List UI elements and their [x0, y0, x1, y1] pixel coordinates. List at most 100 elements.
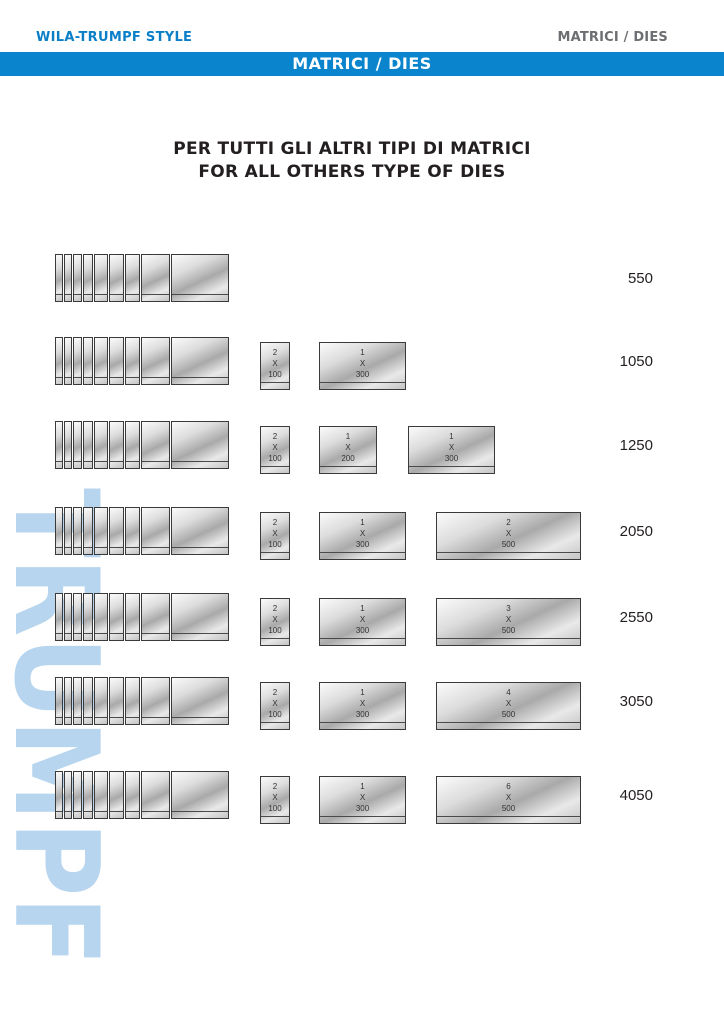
segmented-die-section — [125, 337, 140, 385]
band-title: MATRICI / DIES — [292, 54, 432, 73]
die-quantity: 2 — [272, 518, 278, 527]
set-total-length: 1050 — [619, 353, 653, 370]
die-quantity: 1 — [449, 432, 454, 441]
set-total-length: 2050 — [619, 523, 653, 540]
segmented-die-section — [171, 507, 229, 555]
die-length-mm: 300 — [444, 454, 459, 463]
segmented-die-section — [141, 507, 170, 555]
die-section: 2 X 100 — [260, 682, 290, 730]
segmented-die-section — [73, 337, 82, 385]
die-quantity: 1 — [360, 782, 365, 791]
die-times-sign: X — [345, 443, 351, 452]
segmented-die-section — [171, 421, 229, 469]
die-section-label: 1 X 300 — [320, 687, 405, 720]
die-section-label: 2 X 100 — [261, 781, 289, 814]
die-quantity: 1 — [345, 432, 351, 441]
die-section-label: 2 X 100 — [261, 347, 289, 380]
heading-italian: PER TUTTI GLI ALTRI TIPI DI MATRICI — [173, 139, 531, 159]
header-brand-label: WILA-TRUMPF STYLE — [36, 30, 193, 45]
segmented-die-section — [109, 771, 124, 819]
die-quantity: 2 — [272, 432, 278, 441]
die-length-mm: 300 — [355, 626, 370, 635]
die-section-label: 1 X 300 — [320, 517, 405, 550]
die-section-label: 2 X 100 — [261, 687, 289, 720]
segmented-die-section — [171, 771, 229, 819]
die-length-mm: 300 — [355, 540, 370, 549]
die-quantity: 1 — [360, 604, 365, 613]
die-section-label: 2 X 500 — [437, 517, 580, 550]
die-quantity: 2 — [506, 518, 511, 527]
die-section: 2 X 100 — [260, 598, 290, 646]
die-length-mm: 100 — [268, 710, 282, 719]
segmented-die-section — [109, 254, 124, 302]
die-section: 3 X 500 — [436, 598, 581, 646]
die-length-mm: 100 — [268, 626, 282, 635]
die-section-label: 1 X 300 — [320, 781, 405, 814]
die-section: 2 X 500 — [436, 512, 581, 560]
segmented-die-section — [64, 421, 72, 469]
set-total-length: 4050 — [619, 787, 653, 804]
set-total-length: 1250 — [619, 437, 653, 454]
die-times-sign: X — [272, 443, 278, 452]
die-section: 1 X 300 — [319, 776, 406, 824]
segmented-die-section — [109, 421, 124, 469]
segmented-die-section — [171, 337, 229, 385]
page-heading: PER TUTTI GLI ALTRI TIPI DI MATRICI FOR … — [0, 138, 704, 184]
die-quantity: 2 — [272, 604, 278, 613]
title-band: MATRICI / DIES — [0, 52, 724, 76]
set-total-length: 550 — [627, 270, 653, 287]
die-quantity: 2 — [272, 782, 278, 791]
die-length-mm: 300 — [355, 370, 370, 379]
die-section: 2 X 100 — [260, 776, 290, 824]
die-length-mm: 500 — [501, 710, 516, 719]
die-section: 6 X 500 — [436, 776, 581, 824]
segmented-die-section — [125, 593, 140, 641]
die-section-label: 2 X 100 — [261, 517, 289, 550]
die-section-label: 1 X 300 — [320, 603, 405, 636]
segmented-die-section — [83, 337, 93, 385]
die-times-sign: X — [505, 615, 512, 624]
die-length-mm: 100 — [268, 370, 282, 379]
header-section-label: MATRICI / DIES — [557, 30, 668, 45]
segmented-die-section — [64, 337, 72, 385]
die-times-sign: X — [359, 359, 366, 368]
segmented-die-section — [73, 421, 82, 469]
segmented-die-section — [125, 421, 140, 469]
die-times-sign: X — [272, 699, 278, 708]
segmented-die-section — [94, 421, 108, 469]
segmented-die-section — [83, 421, 93, 469]
die-length-mm: 100 — [268, 454, 282, 463]
die-quantity: 3 — [506, 604, 511, 613]
segmented-die-section — [171, 254, 229, 302]
die-section: 1 X 300 — [319, 682, 406, 730]
segmented-die-section — [83, 254, 93, 302]
die-length-mm: 200 — [341, 454, 355, 463]
die-quantity: 4 — [506, 688, 511, 697]
segmented-die-section — [109, 337, 124, 385]
watermark-text: TRUMPF — [12, 488, 104, 966]
die-section: 1 X 300 — [319, 342, 406, 390]
die-section: 1 X 300 — [408, 426, 495, 474]
die-quantity: 1 — [360, 688, 365, 697]
die-section-label: 1 X 300 — [409, 431, 494, 464]
die-times-sign: X — [448, 443, 455, 452]
die-section: 2 X 100 — [260, 342, 290, 390]
die-quantity: 6 — [506, 782, 511, 791]
die-length-mm: 500 — [501, 540, 516, 549]
die-section: 2 X 100 — [260, 426, 290, 474]
die-length-mm: 500 — [501, 804, 516, 813]
die-times-sign: X — [359, 793, 366, 802]
die-section-label: 2 X 100 — [261, 431, 289, 464]
segmented-die-section — [55, 337, 63, 385]
die-length-mm: 100 — [268, 804, 282, 813]
segmented-die-section — [109, 593, 124, 641]
segmented-die-section — [141, 593, 170, 641]
die-times-sign: X — [272, 529, 278, 538]
die-quantity: 2 — [272, 348, 278, 357]
segmented-die-section — [94, 254, 108, 302]
segmented-die-section — [55, 254, 63, 302]
die-times-sign: X — [505, 793, 512, 802]
segmented-die-section — [125, 507, 140, 555]
die-length-mm: 500 — [501, 626, 516, 635]
die-section: 2 X 100 — [260, 512, 290, 560]
